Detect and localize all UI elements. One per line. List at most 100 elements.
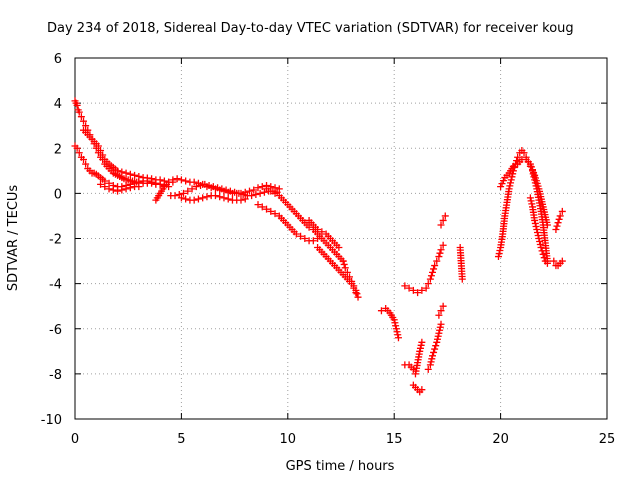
- x-tick-label: 20: [492, 432, 509, 447]
- x-tick-label: 10: [280, 432, 297, 447]
- data-point: [177, 176, 185, 184]
- data-point: [271, 210, 279, 218]
- data-point: [458, 275, 466, 283]
- data-point: [245, 187, 253, 195]
- series-track-n: [377, 304, 402, 342]
- data-point: [494, 253, 502, 261]
- data-point: [222, 186, 230, 194]
- series-track-j: [254, 201, 322, 245]
- data-point: [314, 225, 322, 233]
- data-point: [536, 238, 544, 246]
- data-point: [418, 286, 426, 294]
- series-track-o: [401, 282, 430, 297]
- data-point: [427, 358, 435, 366]
- data-point: [554, 219, 562, 227]
- data-point: [177, 194, 185, 202]
- data-point: [353, 290, 361, 298]
- data-point: [254, 184, 262, 192]
- data-point: [558, 257, 566, 265]
- data-point: [340, 260, 348, 268]
- y-tick-label: -4: [49, 278, 62, 293]
- series-track-u: [437, 212, 449, 229]
- data-point: [173, 175, 181, 183]
- data-point: [97, 180, 105, 188]
- series-track-q: [409, 381, 426, 396]
- data-point: [180, 189, 188, 197]
- data-point: [532, 222, 540, 230]
- data-point: [250, 186, 258, 194]
- data-point: [126, 170, 134, 178]
- data-point: [194, 195, 202, 203]
- data-point: [509, 162, 517, 170]
- data-point: [498, 180, 506, 188]
- data-point: [552, 225, 560, 233]
- data-point: [75, 108, 83, 116]
- data-point: [394, 331, 402, 339]
- data-point: [131, 171, 139, 179]
- data-point: [214, 184, 222, 192]
- data-point: [520, 149, 528, 157]
- data-point: [80, 156, 88, 164]
- y-tick-label: -8: [49, 368, 62, 383]
- data-point: [539, 250, 547, 258]
- data-point: [422, 284, 430, 292]
- data-point: [73, 101, 81, 109]
- data-point: [252, 191, 260, 199]
- data-point: [543, 221, 551, 229]
- data-point: [436, 323, 444, 331]
- data-point: [437, 246, 445, 254]
- data-point: [256, 189, 264, 197]
- data-point: [152, 179, 160, 187]
- data-point: [220, 194, 228, 202]
- data-point: [118, 168, 126, 176]
- data-point: [394, 334, 402, 342]
- data-point: [258, 203, 266, 211]
- series-track-i: [263, 185, 347, 265]
- data-point: [165, 178, 173, 186]
- data-point: [527, 197, 535, 205]
- data-point: [555, 215, 563, 223]
- data-point: [533, 225, 541, 233]
- series-track-t: [435, 302, 447, 319]
- series-track-r: [424, 320, 445, 373]
- data-point: [190, 196, 198, 204]
- data-point: [148, 178, 156, 186]
- data-point: [354, 293, 362, 301]
- x-tick-label: 15: [386, 432, 403, 447]
- data-point: [537, 244, 545, 252]
- data-point: [437, 307, 445, 315]
- data-point: [427, 272, 435, 280]
- data-point: [392, 322, 400, 330]
- data-point: [405, 284, 413, 292]
- x-axis-label: GPS time / hours: [286, 459, 395, 474]
- data-point: [439, 241, 447, 249]
- data-point: [430, 265, 438, 273]
- data-point: [314, 235, 322, 242]
- data-point: [241, 195, 249, 203]
- grid-lines: [75, 58, 607, 419]
- series-track-g: [167, 180, 281, 200]
- data-point: [508, 173, 516, 181]
- data-point: [418, 386, 426, 394]
- data-point: [434, 332, 442, 340]
- data-point: [416, 344, 424, 352]
- x-tick-label: 25: [599, 432, 616, 447]
- data-point: [73, 144, 81, 152]
- data-point: [309, 237, 317, 245]
- data-point: [513, 157, 521, 165]
- data-points: [71, 97, 566, 396]
- data-point: [101, 183, 109, 191]
- data-point: [305, 223, 313, 231]
- data-point: [538, 247, 546, 255]
- data-point: [417, 341, 425, 349]
- data-point: [352, 286, 360, 294]
- data-point: [426, 361, 434, 369]
- axis-ticks: 0 5 10 15 20 25 -10 -8 -6 -4 -2 0 2 4 6: [41, 52, 616, 447]
- data-point: [430, 348, 438, 356]
- data-point: [536, 241, 544, 249]
- data-point: [556, 212, 564, 220]
- data-point: [414, 289, 422, 297]
- data-point: [429, 268, 437, 276]
- data-point: [439, 216, 447, 224]
